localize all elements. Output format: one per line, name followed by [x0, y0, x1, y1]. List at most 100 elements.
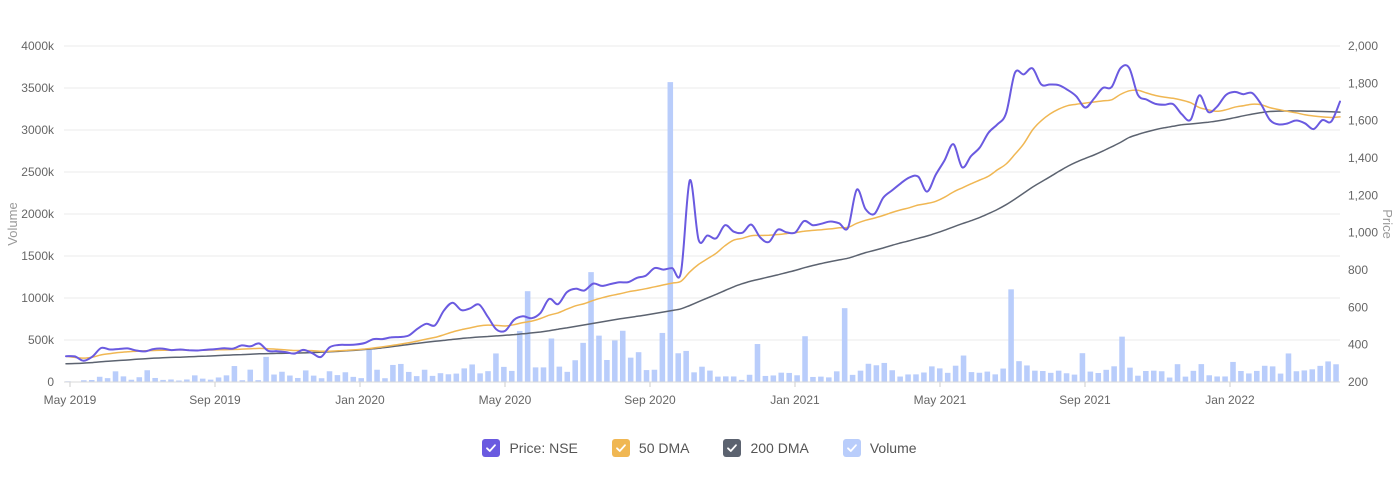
volume-bar [857, 370, 864, 382]
price-volume-chart: 0 500k 1000k 1500k 2000k 2500k 3000k 3500k 4000k… [5, 39, 1395, 407]
volume-bar [302, 370, 309, 382]
y-left-tick-label: 3000k [21, 123, 55, 137]
volume-bar [279, 371, 285, 382]
volume-bar [1055, 370, 1062, 382]
volume-bar [477, 373, 483, 382]
volume-bar [390, 364, 396, 382]
volume-bar [1119, 336, 1125, 382]
volume-bar [1024, 365, 1030, 382]
volume-bar [802, 336, 808, 382]
volume-bar [1317, 365, 1323, 382]
volume-bar [968, 372, 975, 382]
y-right-tick-label: 400 [1348, 338, 1368, 352]
y-right-tick-label: 1,800 [1348, 76, 1378, 90]
volume-bar [1190, 370, 1197, 382]
y-right-tick-label: 1,400 [1348, 151, 1378, 165]
volume-bar [730, 376, 737, 382]
x-tick-label: Sep 2020 [624, 393, 676, 407]
volume-bar [445, 374, 452, 382]
checkbox-checked-icon[interactable] [482, 439, 501, 457]
legend-label-200dma: 200 DMA [750, 440, 809, 456]
y-right-tick-label: 1,000 [1348, 226, 1378, 240]
legend-label-50dma: 50 DMA [638, 440, 690, 456]
volume-bar [1000, 368, 1006, 382]
volume-bar [1206, 375, 1213, 382]
volume-bar [160, 379, 166, 382]
volume-bar [1135, 375, 1141, 382]
x-tick-label: May 2019 [44, 393, 97, 407]
volume-bar [366, 349, 372, 382]
volume-bar [128, 379, 135, 382]
legend-item-50dma[interactable]: 50 DMA [611, 439, 690, 457]
volume-bar [469, 364, 475, 382]
volume-bar [429, 375, 436, 382]
volume-bar [152, 377, 158, 382]
volume-bar [88, 379, 95, 382]
volume-bar [1261, 365, 1268, 382]
y-left-tick-label: 2000k [21, 207, 55, 221]
volume-bar [976, 372, 983, 382]
volume-bar [659, 332, 666, 382]
volume-bar [199, 378, 206, 382]
volume-bar [239, 380, 246, 382]
volume-bar [326, 371, 333, 382]
volume-bar [1158, 371, 1165, 382]
volume-bar [929, 366, 935, 382]
volume-bar [1127, 367, 1133, 382]
volume-bar [1246, 373, 1252, 382]
legend-item-volume[interactable]: Volume [842, 439, 917, 457]
y-right-tick-label: 600 [1348, 300, 1368, 314]
y-left-tick-label: 500k [28, 333, 55, 347]
volume-bar [833, 371, 840, 382]
right-axis-title: Price [1380, 209, 1395, 239]
volume-bar [215, 377, 222, 382]
volume-bar [627, 357, 634, 382]
checkbox-checked-icon[interactable] [723, 439, 742, 457]
legend-item-200dma[interactable]: 200 DMA [723, 439, 809, 457]
volume-bar [1079, 353, 1086, 382]
volume-bar [295, 377, 301, 382]
volume-bar [580, 342, 586, 382]
chart-legend: Price: NSE 50 DMA 200 DMA Volume [0, 437, 1399, 459]
volume-bar [738, 379, 745, 382]
volume-bar [120, 376, 127, 382]
volume-bar [1198, 364, 1205, 382]
x-tick-label: Sep 2019 [189, 393, 241, 407]
volume-bar [271, 374, 277, 382]
volume-bar [1293, 371, 1300, 382]
volume-bar [548, 338, 555, 382]
checkbox-checked-icon[interactable] [842, 439, 861, 457]
volume-bar [493, 353, 499, 382]
volume-bar [715, 376, 721, 382]
legend-label-price: Price: NSE [509, 440, 578, 456]
volume-bar [382, 378, 388, 382]
volume-bar [231, 366, 238, 382]
volume-bar [350, 376, 357, 382]
volume-bar [778, 372, 785, 382]
volume-bar [984, 371, 991, 382]
volume-bar [635, 352, 642, 382]
volume-bar [1016, 361, 1022, 382]
volume-bar [952, 365, 959, 382]
volume-bar [310, 375, 317, 382]
volume-bar [255, 380, 261, 382]
x-tick-label: May 2021 [914, 393, 967, 407]
volume-bar [1254, 370, 1260, 382]
volume-bar [263, 356, 269, 382]
volume-bar [104, 378, 111, 382]
y-right-tick-label: 800 [1348, 263, 1368, 277]
volume-bar [691, 372, 697, 382]
left-axis-title: Volume [5, 202, 20, 245]
y-left-tick-label: 0 [47, 375, 54, 389]
legend-item-price[interactable]: Price: NSE [482, 439, 578, 457]
volume-bar [398, 363, 404, 382]
volume-bar [1277, 373, 1284, 382]
volume-bar [1111, 366, 1117, 382]
volume-bar [112, 371, 119, 382]
volume-bar [826, 377, 832, 382]
checkbox-checked-icon[interactable] [611, 439, 630, 457]
volume-bar [191, 375, 198, 382]
volume-bar [540, 367, 547, 382]
volume-bar [1143, 370, 1149, 382]
volume-bar [810, 376, 816, 382]
